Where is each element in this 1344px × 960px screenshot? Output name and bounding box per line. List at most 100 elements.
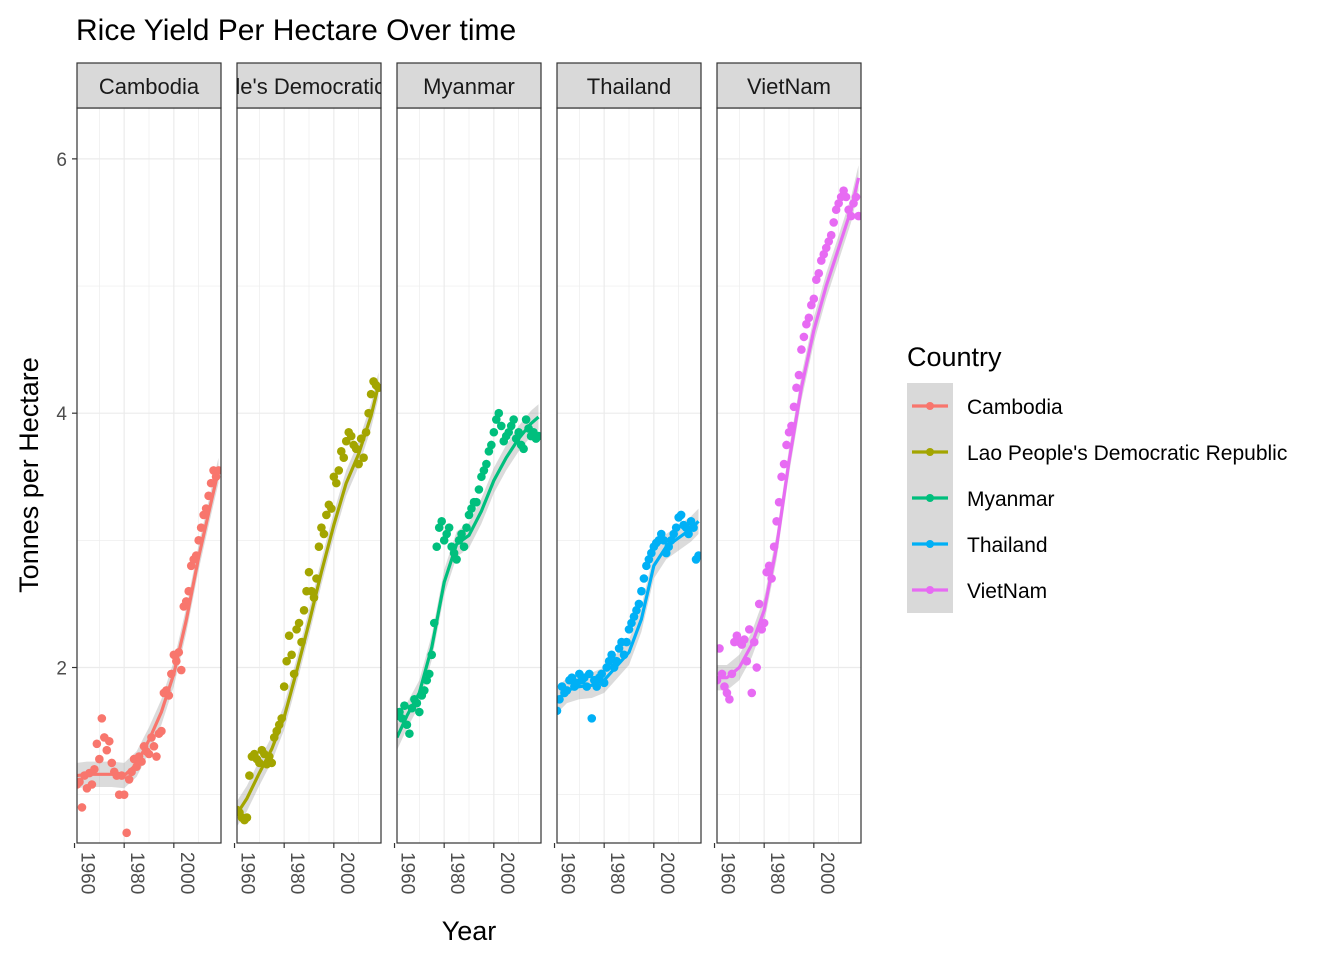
data-point [587,714,597,723]
facet-strip [716,62,862,109]
data-point [752,663,762,672]
data-point [519,444,528,454]
x-tick-label: 1960 [557,852,578,894]
data-point [314,542,324,552]
data-point [804,313,814,323]
data-point [809,294,819,304]
data-point [157,726,166,736]
data-point [444,523,454,532]
data-point [659,536,669,545]
trend-line [237,384,381,815]
x-tick-label: 1960 [397,852,418,894]
data-point [797,345,806,354]
data-point [119,790,129,799]
legend-point [926,402,934,410]
legend-label: Cambodia [967,396,1063,419]
facet-label: VietNam [747,74,831,99]
data-point [339,453,349,463]
data-point [176,665,186,675]
x-tick-label: 2000 [816,852,837,894]
data-point [452,555,461,564]
facet-strip [76,62,222,109]
data-point [255,758,264,768]
facet-label: Lao People's Democratic Republic [141,74,477,99]
data-point [459,542,469,552]
x-tick-label: 1960 [77,852,98,894]
data-point [779,459,789,469]
legend-point [926,494,934,502]
x-tick-label: 2000 [176,852,197,894]
data-point [279,682,289,691]
chart-title: Rice Yield Per Hectare Over time [76,14,516,47]
data-point [717,669,727,679]
data-point [462,523,471,532]
data-point [607,650,616,660]
data-point [777,472,786,482]
data-point [95,754,104,764]
data-point [754,599,764,609]
data-point [854,211,861,221]
data-point [694,551,701,560]
data-point [267,758,277,768]
legend-label: Lao People's Democratic Republic [967,442,1287,465]
data-point [284,631,294,641]
confidence-band [237,372,379,827]
data-point [334,466,344,475]
data-point [829,218,838,227]
data-point [359,453,368,463]
trend-line [557,520,700,702]
data-point [304,567,314,577]
data-point [322,510,331,520]
data-point [534,431,541,441]
data-point [584,669,594,679]
legend-label: Thailand [967,534,1048,557]
grid-lines [557,108,701,843]
trend-line [717,177,861,680]
data-point [794,370,804,380]
data-point [725,695,734,704]
x-tick-label: 2000 [496,852,517,894]
data-point [792,383,801,393]
data-point [87,780,97,789]
data-point [639,574,649,583]
data-point [90,764,99,774]
x-tick-label: 1980 [606,852,627,894]
data-point [597,669,606,679]
data-point [92,739,102,749]
x-tick-label: 1980 [446,852,467,894]
data-point [327,504,336,513]
legend-item: Myanmar [907,475,1055,521]
data-point [740,635,749,644]
legend-point [926,586,934,594]
legend-point [926,540,934,548]
trend-line [397,415,540,739]
facet-panel: Lao People's Democratic Republic 1960 1980… [141,62,477,894]
data-point [415,707,424,717]
x-tick-label: 1960 [237,852,258,894]
data-point [282,656,291,666]
data-point [242,813,252,822]
x-tick-label: 1980 [766,852,787,894]
data-point [299,605,309,615]
data-point [474,485,484,494]
legend-item: Lao People's Democratic Republic [907,429,1287,475]
data-point [294,618,304,628]
legend-item: VietNam [907,567,1047,613]
data-point [489,427,499,437]
facet-label: Myanmar [423,74,515,99]
legend: Country Cambodia Lao People's Democratic … [907,342,1287,613]
data-point [826,230,836,240]
data-point [432,542,442,552]
data-point [747,688,757,698]
y-axis: 2 4 6 [56,150,77,680]
data-point [102,745,112,755]
data-point [400,701,409,710]
data-point [319,529,329,539]
x-axis-title: Year [442,916,497,946]
data-point [206,478,216,488]
y-tick-label: 6 [56,150,67,171]
data-point [144,749,154,759]
data-point [122,828,131,838]
data-point [557,706,562,716]
data-point [487,440,496,450]
